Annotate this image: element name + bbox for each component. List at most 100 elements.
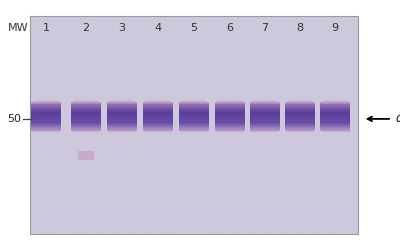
Bar xyxy=(179,102,209,103)
Bar xyxy=(143,124,173,125)
Bar xyxy=(250,116,280,117)
Bar xyxy=(215,130,245,131)
Bar xyxy=(322,131,349,132)
Bar xyxy=(320,114,350,115)
Bar xyxy=(31,107,61,108)
Bar xyxy=(250,111,280,112)
Bar xyxy=(285,103,315,104)
Bar xyxy=(107,124,137,125)
Bar xyxy=(143,107,173,108)
Bar xyxy=(179,107,209,108)
Bar xyxy=(31,111,61,112)
Bar xyxy=(215,126,245,127)
Bar xyxy=(108,131,136,132)
Bar xyxy=(32,131,60,132)
Bar xyxy=(107,121,137,122)
Bar xyxy=(285,118,315,119)
Bar xyxy=(107,113,137,114)
Bar xyxy=(285,115,315,116)
Bar xyxy=(143,109,173,110)
Bar xyxy=(107,127,137,128)
Bar xyxy=(31,105,61,106)
Bar xyxy=(71,117,101,118)
Bar xyxy=(71,114,101,115)
Bar xyxy=(215,105,245,106)
Bar xyxy=(179,108,209,109)
Bar xyxy=(285,128,315,129)
Bar xyxy=(215,123,245,124)
Bar xyxy=(285,108,315,109)
Bar xyxy=(31,117,61,118)
Bar xyxy=(109,101,135,102)
Bar xyxy=(320,103,350,104)
Bar xyxy=(215,108,245,109)
Bar xyxy=(107,125,137,126)
Bar xyxy=(320,127,350,128)
Bar xyxy=(285,113,315,114)
Bar xyxy=(71,128,101,129)
Bar xyxy=(179,114,209,115)
Text: 3: 3 xyxy=(118,23,126,33)
Bar xyxy=(143,111,173,112)
Bar xyxy=(143,117,173,118)
Bar xyxy=(285,125,315,126)
Bar xyxy=(179,118,209,119)
Bar xyxy=(250,113,280,114)
Bar xyxy=(31,115,61,116)
Bar xyxy=(219,100,241,101)
Bar xyxy=(285,123,315,124)
Bar xyxy=(285,124,315,125)
Bar xyxy=(285,129,315,130)
Bar xyxy=(33,101,59,102)
Bar xyxy=(179,129,209,130)
Bar xyxy=(250,111,280,112)
Bar xyxy=(250,119,280,120)
Bar xyxy=(31,122,61,123)
Bar xyxy=(107,112,137,113)
Bar xyxy=(71,107,101,108)
Bar xyxy=(71,109,101,110)
Bar xyxy=(107,106,137,107)
Bar xyxy=(215,118,245,119)
Bar xyxy=(71,121,101,122)
Bar xyxy=(107,130,137,131)
Bar xyxy=(215,111,245,112)
Bar xyxy=(179,123,209,124)
Bar xyxy=(143,121,173,122)
Bar xyxy=(250,118,280,119)
Bar xyxy=(107,111,137,112)
Bar xyxy=(215,122,245,123)
Bar xyxy=(285,112,315,113)
Text: 5: 5 xyxy=(190,23,198,33)
Bar xyxy=(107,128,137,129)
Bar xyxy=(180,131,208,132)
Bar xyxy=(107,118,137,119)
Bar xyxy=(179,109,209,110)
Bar xyxy=(215,120,245,121)
Bar xyxy=(320,109,350,110)
Bar xyxy=(31,114,61,115)
Bar xyxy=(250,105,280,106)
Bar xyxy=(71,105,101,106)
Bar xyxy=(285,130,315,131)
Bar xyxy=(31,111,61,112)
Bar xyxy=(285,114,315,115)
Bar xyxy=(143,130,173,131)
Bar xyxy=(31,129,61,130)
Bar xyxy=(179,111,209,112)
Bar xyxy=(285,104,315,105)
Bar xyxy=(143,115,173,116)
Bar xyxy=(320,116,350,117)
Bar xyxy=(71,106,101,107)
Bar xyxy=(107,103,137,104)
Bar xyxy=(250,117,280,118)
Bar xyxy=(320,120,350,121)
Bar xyxy=(143,108,173,109)
Bar xyxy=(179,112,209,113)
Bar xyxy=(320,106,350,107)
Bar xyxy=(143,113,173,114)
Bar xyxy=(215,117,245,118)
Bar xyxy=(145,101,171,102)
Bar xyxy=(71,116,101,117)
Bar xyxy=(144,131,172,132)
